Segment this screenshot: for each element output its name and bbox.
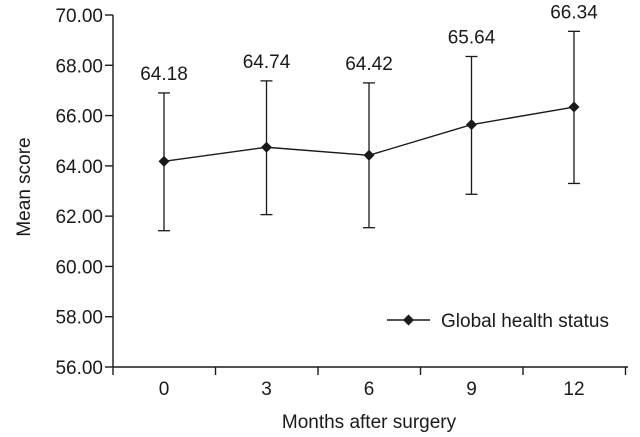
data-point <box>261 141 272 153</box>
y-tick-label: 66.00 <box>55 107 103 128</box>
data-point <box>363 149 375 161</box>
data-label: 64.42 <box>345 54 393 75</box>
legend-label: Global health status <box>441 311 609 332</box>
data-label: 66.34 <box>550 2 598 23</box>
x-tick-label: 3 <box>261 379 272 400</box>
y-tick-label: 64.00 <box>55 157 103 178</box>
axes <box>112 15 628 368</box>
x-tick-label: 9 <box>466 379 477 400</box>
y-tick-label: 70.00 <box>55 6 103 27</box>
series-group <box>158 101 580 167</box>
x-axis-ticks: 0 3 6 9 12 <box>112 367 627 400</box>
y-tick-label: 56.00 <box>55 358 103 379</box>
x-axis-title: Months after surgery <box>282 412 457 433</box>
y-tick-label: 68.00 <box>55 56 103 77</box>
legend-diamond-icon <box>403 314 414 326</box>
y-axis-title: Mean score <box>14 137 35 236</box>
y-tick-label: 62.00 <box>55 207 103 228</box>
x-tick-label: 12 <box>563 379 584 400</box>
data-label: 64.18 <box>140 64 188 85</box>
y-tick-label: 58.00 <box>55 308 103 329</box>
data-point <box>158 155 170 167</box>
data-labels: 64.18 64.74 64.42 65.64 66.34 <box>140 2 598 85</box>
y-axis-ticks: 56.00 58.00 60.00 62.00 64.00 66.00 68.00 70.00 <box>55 6 113 379</box>
data-point <box>466 119 477 131</box>
data-label: 64.74 <box>243 52 291 73</box>
x-tick-label: 6 <box>364 379 375 400</box>
data-label: 65.64 <box>448 27 496 48</box>
data-point <box>568 101 580 113</box>
legend: Global health status <box>387 311 609 332</box>
x-tick-label: 0 <box>159 379 170 400</box>
y-tick-label: 60.00 <box>55 257 103 278</box>
